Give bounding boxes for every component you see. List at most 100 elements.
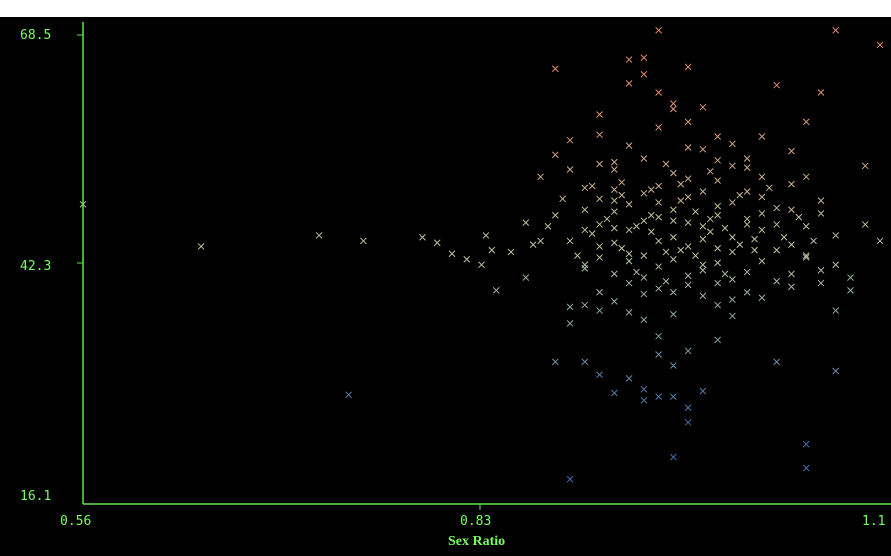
data-point (625, 80, 633, 87)
data-point (640, 252, 648, 259)
data-point (655, 182, 662, 190)
data-point (670, 169, 677, 177)
data-point (640, 217, 648, 225)
data-point (699, 292, 707, 300)
data-point (647, 211, 655, 219)
data-point (802, 464, 810, 472)
data-point (610, 270, 618, 278)
data-point (670, 100, 677, 107)
data-point (625, 257, 633, 265)
data-point (655, 89, 662, 96)
data-point (670, 310, 677, 318)
data-point (640, 396, 648, 404)
data-point (699, 266, 707, 274)
data-point (618, 178, 626, 186)
data-point (729, 162, 736, 170)
data-point (610, 239, 618, 247)
data-point (588, 230, 596, 237)
data-point (788, 283, 795, 291)
data-point (729, 140, 736, 148)
data-point (876, 41, 884, 49)
data-point (758, 193, 766, 201)
data-point (670, 105, 677, 113)
data-point (743, 268, 751, 276)
data-point (743, 215, 751, 223)
data-point (788, 206, 795, 214)
data-point (684, 144, 692, 151)
data-point (596, 254, 603, 261)
data-point (765, 184, 773, 192)
data-point (684, 418, 692, 426)
data-point (640, 316, 648, 324)
data-point (581, 301, 589, 309)
data-point (751, 235, 758, 243)
data-point (706, 215, 714, 223)
data-point (743, 288, 751, 296)
data-point (817, 266, 825, 274)
data-point (721, 270, 729, 278)
data-point (714, 156, 722, 164)
data-point (581, 184, 589, 192)
data-point (463, 255, 471, 263)
data-point (566, 320, 574, 327)
data-point (729, 312, 736, 320)
data-point (618, 244, 626, 252)
data-point (596, 195, 603, 203)
data-point (758, 294, 766, 302)
data-point (802, 254, 810, 261)
data-point (581, 206, 589, 214)
data-point (773, 221, 781, 228)
data-point (684, 347, 692, 355)
data-point (699, 222, 707, 230)
data-point (655, 332, 662, 340)
data-point (544, 222, 552, 230)
data-point (714, 279, 722, 287)
data-point (699, 103, 707, 111)
data-point (662, 160, 670, 168)
data-point (832, 307, 840, 314)
data-point (581, 226, 589, 234)
data-point (684, 118, 692, 126)
data-point (721, 224, 729, 232)
data-point (640, 290, 648, 298)
data-point (488, 246, 496, 254)
data-point (670, 393, 677, 401)
data-point (655, 285, 662, 292)
data-point (832, 26, 840, 34)
data-point (537, 173, 544, 181)
data-point (861, 162, 869, 170)
data-point (773, 204, 781, 212)
data-point (670, 217, 677, 225)
data-point (847, 274, 854, 281)
x-tick-label-right: 1.1 (862, 514, 885, 529)
data-point (714, 133, 722, 140)
data-point (714, 336, 722, 344)
x-tick-label-mid: 0.83 (460, 514, 491, 529)
data-point (810, 237, 817, 245)
data-point (625, 142, 633, 150)
data-point (684, 404, 692, 412)
data-point (610, 158, 618, 166)
data-point (736, 241, 744, 248)
data-point (773, 81, 781, 89)
data-point (847, 287, 854, 294)
data-point (751, 246, 758, 254)
data-point (625, 374, 633, 382)
data-point (596, 221, 603, 228)
data-point (551, 65, 559, 73)
data-point (610, 224, 618, 232)
data-point (647, 186, 655, 193)
data-point (677, 246, 685, 254)
data-point (662, 248, 670, 256)
data-point (684, 243, 692, 250)
data-point (596, 307, 603, 314)
data-point (706, 167, 714, 175)
data-point (640, 54, 648, 62)
data-point (832, 232, 840, 239)
data-point (714, 202, 722, 210)
data-point (566, 136, 574, 144)
data-point (640, 274, 648, 281)
data-point (581, 358, 589, 366)
